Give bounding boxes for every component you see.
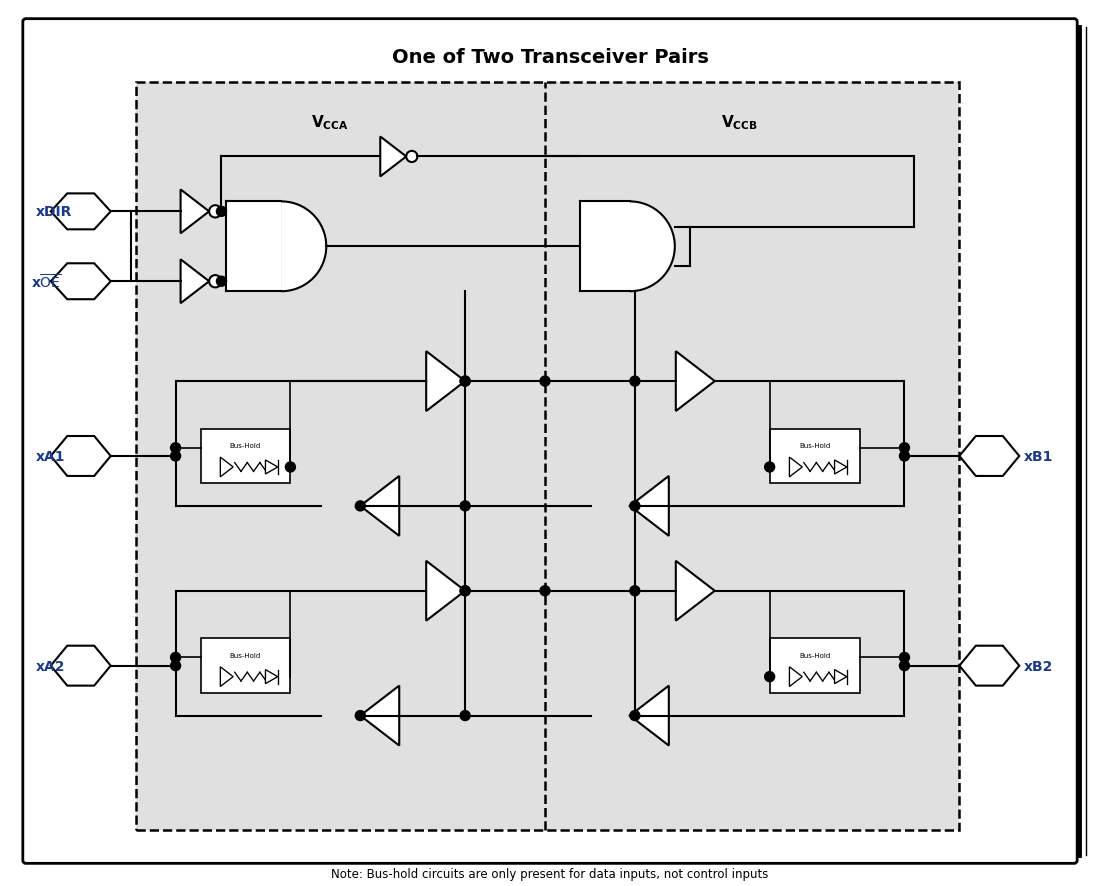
Circle shape [764, 672, 774, 682]
Circle shape [355, 501, 365, 511]
Bar [135, 82, 959, 830]
Bar [770, 639, 859, 694]
Circle shape [170, 443, 180, 454]
Circle shape [355, 711, 365, 720]
Polygon shape [220, 667, 233, 687]
Circle shape [540, 377, 550, 386]
Polygon shape [675, 352, 715, 412]
Text: Bus-Hold: Bus-Hold [230, 442, 261, 448]
Text: xB2: xB2 [1024, 659, 1054, 672]
Circle shape [209, 276, 221, 288]
Bar [135, 82, 959, 830]
Polygon shape [265, 461, 277, 475]
Circle shape [764, 462, 774, 472]
Polygon shape [580, 202, 630, 291]
Bar [200, 639, 290, 694]
Text: Bus-Hold: Bus-Hold [799, 442, 830, 448]
Polygon shape [790, 457, 802, 478]
Circle shape [540, 587, 550, 596]
Circle shape [209, 206, 221, 218]
Polygon shape [959, 646, 1020, 686]
Circle shape [460, 501, 470, 511]
Polygon shape [51, 264, 111, 299]
Polygon shape [675, 561, 715, 621]
Circle shape [630, 711, 640, 720]
Circle shape [630, 377, 640, 386]
Text: Note: Bus-hold circuits are only present for data inputs, not control inputs: Note: Bus-hold circuits are only present… [331, 867, 769, 880]
Circle shape [217, 207, 227, 217]
Polygon shape [630, 477, 669, 536]
Circle shape [285, 462, 296, 472]
Text: x$\overline{\rm OE}$: x$\overline{\rm OE}$ [31, 273, 62, 291]
Circle shape [460, 377, 470, 386]
Text: xB1: xB1 [1024, 449, 1054, 463]
Polygon shape [381, 137, 406, 177]
Polygon shape [265, 670, 277, 684]
Circle shape [900, 452, 910, 462]
Circle shape [900, 653, 910, 663]
Polygon shape [630, 686, 669, 746]
Polygon shape [180, 260, 209, 304]
Polygon shape [630, 202, 674, 291]
Text: Bus-Hold: Bus-Hold [230, 652, 261, 658]
Circle shape [630, 587, 640, 596]
Polygon shape [51, 646, 111, 686]
Circle shape [460, 587, 470, 596]
Polygon shape [790, 667, 802, 687]
Circle shape [900, 443, 910, 454]
Polygon shape [426, 352, 465, 412]
Bar [200, 429, 290, 484]
Polygon shape [220, 457, 233, 478]
FancyBboxPatch shape [23, 19, 1077, 863]
Polygon shape [51, 194, 111, 230]
Circle shape [406, 152, 417, 163]
Circle shape [170, 452, 180, 462]
Circle shape [170, 653, 180, 663]
Circle shape [170, 661, 180, 671]
Polygon shape [835, 670, 847, 684]
Text: One of Two Transceiver Pairs: One of Two Transceiver Pairs [392, 48, 708, 67]
Circle shape [460, 711, 470, 720]
Polygon shape [426, 561, 465, 621]
Polygon shape [51, 437, 111, 477]
Text: xA2: xA2 [36, 659, 65, 672]
Polygon shape [835, 461, 847, 475]
Circle shape [460, 377, 470, 386]
Circle shape [460, 587, 470, 596]
Text: $\mathbf{V_{CCB}}$: $\mathbf{V_{CCB}}$ [722, 113, 758, 132]
Text: xA1: xA1 [36, 449, 65, 463]
Text: $\mathbf{V_{CCA}}$: $\mathbf{V_{CCA}}$ [311, 113, 349, 132]
Polygon shape [361, 686, 399, 746]
Polygon shape [282, 202, 327, 291]
Circle shape [217, 277, 227, 287]
Circle shape [900, 661, 910, 671]
Polygon shape [227, 202, 282, 291]
Circle shape [630, 501, 640, 511]
Text: xDIR: xDIR [36, 206, 73, 219]
Bar [770, 429, 859, 484]
Polygon shape [959, 437, 1020, 477]
Polygon shape [361, 477, 399, 536]
Polygon shape [180, 190, 209, 234]
Text: Bus-Hold: Bus-Hold [799, 652, 830, 658]
